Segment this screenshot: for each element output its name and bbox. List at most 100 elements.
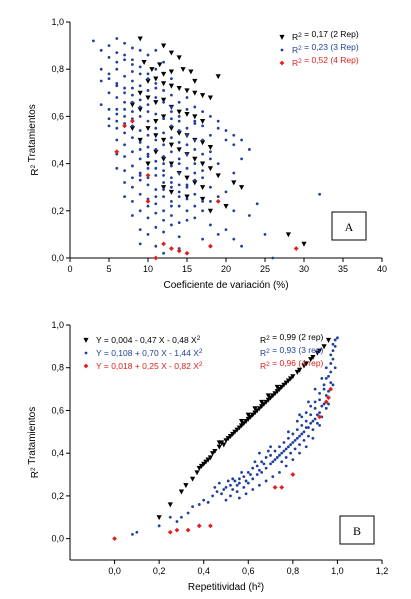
data-point — [123, 181, 126, 184]
data-point — [224, 190, 228, 194]
data-point — [115, 119, 119, 123]
data-point — [203, 459, 209, 465]
data-point — [209, 150, 212, 154]
data-point — [154, 211, 158, 215]
data-point — [131, 63, 134, 66]
data-point — [192, 180, 198, 186]
data-point — [135, 530, 139, 534]
data-point — [304, 419, 308, 423]
data-point — [180, 515, 183, 519]
data-point — [107, 117, 111, 121]
legend-entry: R2 = 0,17 (2 Rep) — [292, 29, 359, 42]
data-point — [235, 483, 239, 487]
data-point — [162, 181, 166, 184]
data-point — [288, 376, 294, 382]
series-3 — [114, 118, 299, 261]
data-point — [177, 204, 181, 208]
x-tick-label: 5 — [106, 264, 111, 274]
data-point — [129, 126, 135, 132]
data-point — [266, 449, 270, 453]
data-point — [161, 43, 167, 49]
data-point — [298, 451, 301, 455]
data-point — [138, 171, 142, 175]
data-point — [273, 449, 277, 453]
data-point — [162, 169, 166, 173]
data-point — [293, 246, 299, 251]
data-point — [138, 98, 142, 102]
data-point — [263, 233, 267, 236]
data-point — [184, 111, 190, 117]
data-point — [153, 76, 159, 82]
data-point — [123, 91, 126, 95]
data-point — [251, 477, 255, 481]
data-point — [193, 178, 197, 182]
data-point — [224, 485, 228, 489]
data-point — [146, 152, 150, 156]
data-point — [307, 426, 310, 429]
data-point — [137, 137, 143, 143]
x-tick-label: 0,0 — [108, 566, 121, 576]
data-point — [318, 398, 321, 402]
data-point — [138, 140, 142, 144]
x-tick-label: 10 — [143, 264, 153, 274]
data-point — [333, 338, 337, 342]
data-point — [115, 112, 119, 116]
data-point — [269, 453, 272, 457]
data-point — [153, 255, 159, 261]
data-point — [239, 185, 245, 191]
data-point — [115, 96, 119, 99]
data-point — [274, 384, 280, 390]
data-point — [322, 383, 326, 387]
data-point — [251, 488, 255, 491]
data-point — [123, 100, 126, 104]
y-tick-label: 0,4 — [51, 448, 64, 458]
data-point — [302, 430, 306, 434]
data-point — [215, 198, 221, 204]
data-point — [162, 117, 166, 121]
data-point — [255, 464, 259, 468]
data-point — [185, 133, 189, 137]
data-point — [209, 223, 212, 227]
data-point — [254, 408, 260, 414]
data-point — [200, 185, 206, 191]
data-point — [232, 237, 236, 241]
data-point — [229, 494, 232, 498]
data-point — [185, 527, 191, 533]
data-point — [123, 195, 126, 199]
data-point — [326, 395, 331, 401]
x-tick-label: 0,8 — [287, 566, 300, 576]
data-point — [193, 138, 197, 142]
data-point — [258, 483, 261, 487]
data-point — [201, 199, 205, 203]
y-tick-label: 0,2 — [51, 206, 64, 216]
data-point — [240, 244, 244, 248]
data-point — [304, 411, 308, 414]
data-point — [307, 434, 310, 438]
data-point — [207, 95, 213, 101]
data-point — [251, 466, 255, 470]
data-point — [115, 37, 119, 40]
data-point — [131, 199, 134, 203]
data-point — [185, 107, 189, 111]
data-point — [287, 430, 290, 434]
data-point — [200, 140, 206, 146]
data-point — [193, 171, 197, 175]
x-tick-label: 0 — [67, 264, 72, 274]
data-point — [193, 148, 197, 151]
data-point — [123, 143, 126, 147]
data-point — [193, 119, 197, 123]
data-point — [138, 84, 142, 88]
data-point — [161, 156, 167, 162]
data-point — [327, 389, 330, 393]
data-point — [295, 436, 299, 440]
data-point — [200, 161, 206, 167]
data-point — [253, 460, 257, 464]
data-point — [236, 425, 242, 431]
data-point — [220, 492, 223, 496]
x-tick-label: 1,0 — [331, 566, 344, 576]
data-point — [232, 143, 236, 147]
data-point — [178, 489, 185, 495]
data-point — [336, 336, 339, 340]
data-point — [200, 93, 206, 99]
data-point — [131, 70, 134, 73]
